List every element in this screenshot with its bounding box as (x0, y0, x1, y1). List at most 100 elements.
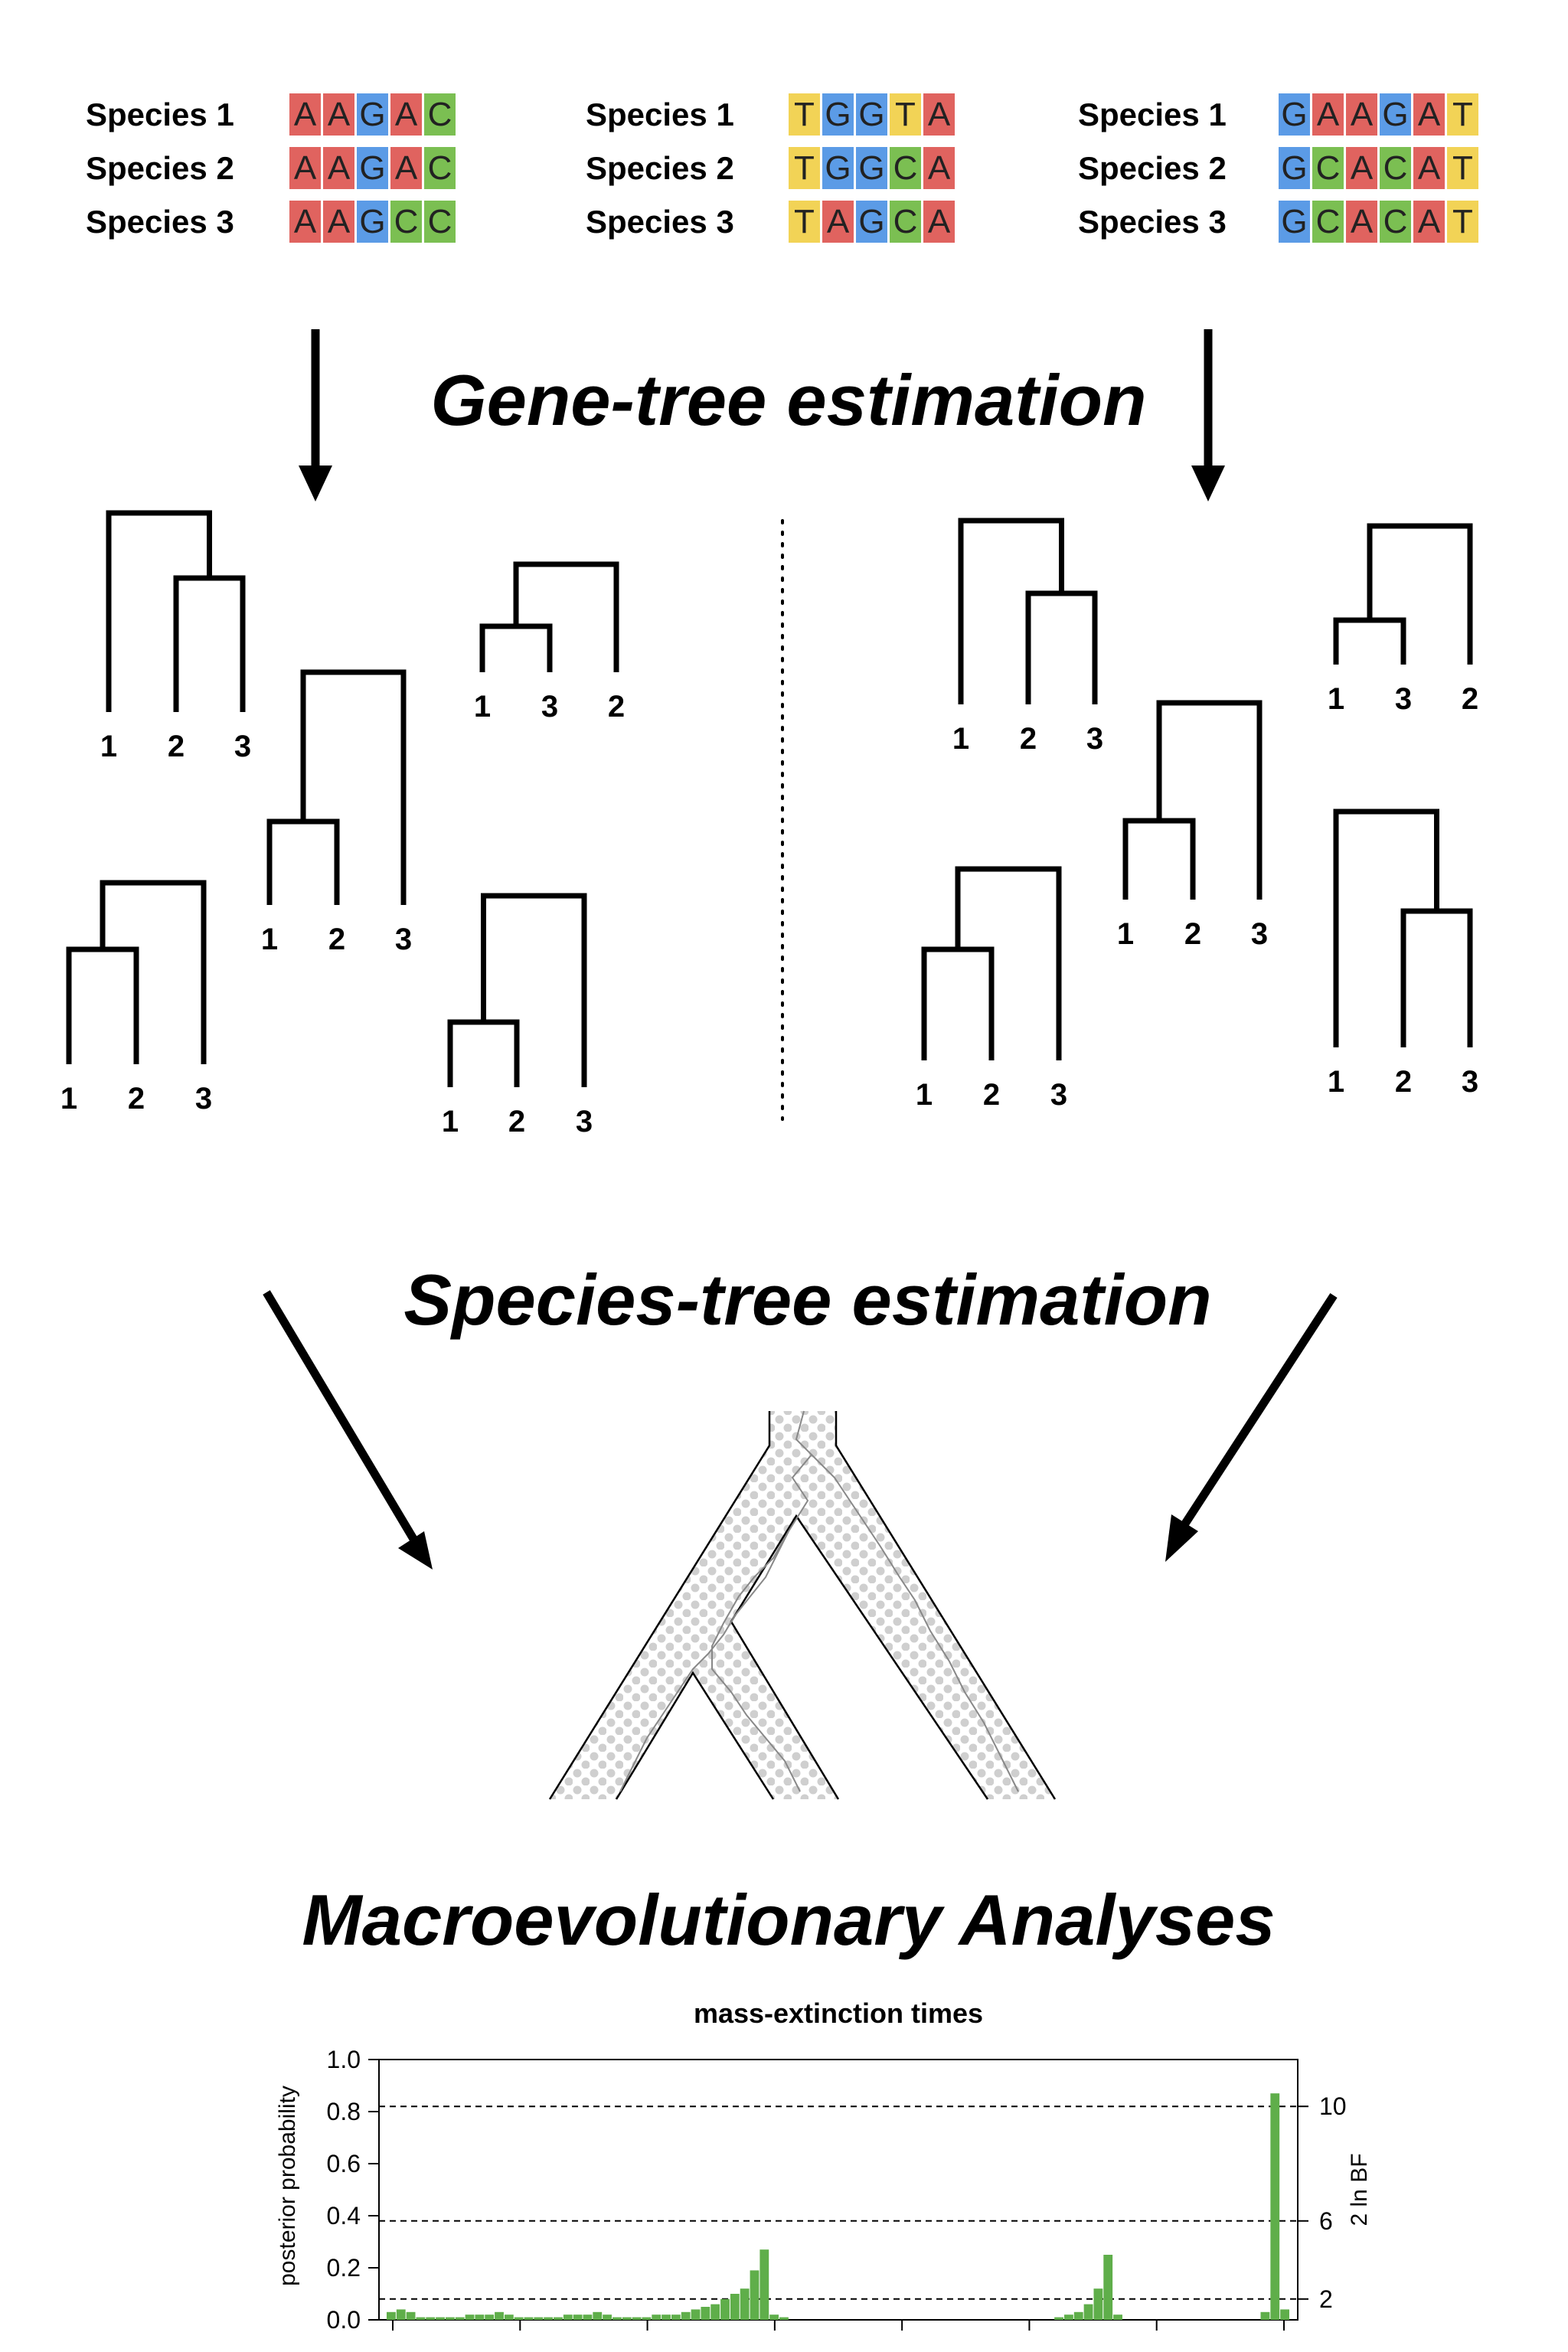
nucleotide-cell: C (1380, 147, 1411, 189)
bar (495, 2311, 504, 2320)
svg-text:G: G (1281, 96, 1307, 133)
svg-text:A: A (328, 203, 351, 240)
gene-tree: 1 2 3 (60, 880, 212, 1116)
bar (1260, 2311, 1270, 2320)
svg-text:T: T (895, 96, 916, 133)
down-arrow-left (299, 329, 332, 501)
bar (1054, 2317, 1063, 2320)
tip-label: 2 (328, 923, 345, 956)
nucleotide-cell: A (323, 201, 354, 243)
tip-label: 1 (60, 1082, 77, 1116)
y-tick-label: 0.0 (327, 2306, 361, 2334)
gene-tree: 1 2 3 (261, 669, 412, 956)
bar (710, 2304, 720, 2320)
bar (534, 2317, 544, 2320)
svg-text:T: T (1452, 203, 1473, 240)
gene-tree: 1 2 3 (1117, 700, 1268, 951)
bar (1103, 2255, 1113, 2320)
bar (1064, 2314, 1073, 2320)
gene-tree: 1 2 3 (1328, 808, 1478, 1099)
nucleotide-cell: G (856, 93, 887, 136)
bar (1113, 2314, 1122, 2320)
tip-label: 1 (474, 690, 491, 724)
svg-text:T: T (794, 149, 815, 187)
bar (583, 2314, 593, 2320)
nucleotide-cell: C (424, 201, 456, 243)
bar (436, 2317, 445, 2320)
embedded-gene-lineage (619, 1410, 813, 1792)
nucleotide-cell: C (390, 201, 422, 243)
svg-text:G: G (858, 203, 884, 240)
nucleotide-cell: A (1346, 201, 1377, 243)
y-tick-label: 1.0 (327, 2046, 361, 2073)
bar (671, 2314, 681, 2320)
nucleotide-cell: G (357, 93, 388, 136)
svg-text:A: A (395, 149, 418, 187)
svg-text:A: A (827, 203, 850, 240)
bar (760, 2249, 769, 2320)
tip-label: 3 (541, 690, 558, 724)
bar (593, 2311, 603, 2320)
svg-text:T: T (794, 96, 815, 133)
species-label: Species 2 (586, 150, 734, 186)
nucleotide-cell: C (1312, 147, 1344, 189)
tip-label: 2 (1395, 1065, 1412, 1099)
svg-text:T: T (1452, 96, 1473, 133)
bar (750, 2270, 760, 2320)
nucleotide-cell: G (1279, 201, 1310, 243)
svg-text:A: A (1418, 96, 1441, 133)
tip-label: 3 (1395, 682, 1412, 716)
gene-tree: 1 3 2 (474, 561, 625, 724)
bar (465, 2314, 475, 2320)
bar (485, 2314, 495, 2320)
bar (603, 2314, 612, 2320)
species-label: Species 1 (586, 96, 734, 132)
bar (554, 2317, 563, 2320)
nucleotide-cell: G (856, 147, 887, 189)
bar (1073, 2311, 1083, 2320)
svg-text:A: A (328, 149, 351, 187)
nucleotide-cell: A (289, 93, 321, 136)
species-label: Species 3 (1078, 204, 1227, 240)
bar (1093, 2288, 1103, 2320)
species-label: Species 2 (86, 150, 234, 186)
svg-text:A: A (928, 96, 951, 133)
nucleotide-cell: A (323, 147, 354, 189)
nucleotide-cell: G (357, 201, 388, 243)
gene-tree: 1 2 3 (100, 510, 251, 763)
nucleotide-cell: A (1346, 93, 1377, 136)
nucleotide-cell: A (923, 147, 955, 189)
bar (612, 2317, 622, 2320)
svg-text:G: G (1281, 203, 1307, 240)
tip-label: 3 (576, 1105, 593, 1138)
nucleotide-cell: G (822, 93, 854, 136)
bar (504, 2314, 514, 2320)
svg-text:G: G (825, 149, 851, 187)
nucleotide-cell: T (789, 93, 820, 136)
nucleotide-cell: C (424, 147, 456, 189)
tip-label: 2 (168, 730, 185, 763)
bar (563, 2314, 573, 2320)
nucleotide-cell: T (789, 201, 820, 243)
nucleotide-cell: A (390, 93, 422, 136)
bar (652, 2314, 662, 2320)
svg-text:A: A (928, 203, 951, 240)
nucleotide-cell: A (1413, 93, 1445, 136)
species-label: Species 2 (1078, 150, 1227, 186)
svg-text:A: A (1351, 96, 1374, 133)
bar (475, 2314, 485, 2320)
tip-label: 3 (395, 923, 412, 956)
nucleotide-cell: G (357, 147, 388, 189)
tip-label: 1 (1328, 682, 1344, 716)
svg-text:C: C (1383, 149, 1408, 187)
bar (1280, 2309, 1289, 2320)
nucleotide-cell: T (789, 147, 820, 189)
species-label: Species 1 (1078, 96, 1227, 132)
nucleotide-cell: G (856, 201, 887, 243)
svg-text:A: A (1418, 149, 1441, 187)
nucleotide-cell: T (1447, 201, 1478, 243)
tip-label: 1 (261, 923, 278, 956)
gene-tree: 1 3 2 (1328, 523, 1478, 716)
